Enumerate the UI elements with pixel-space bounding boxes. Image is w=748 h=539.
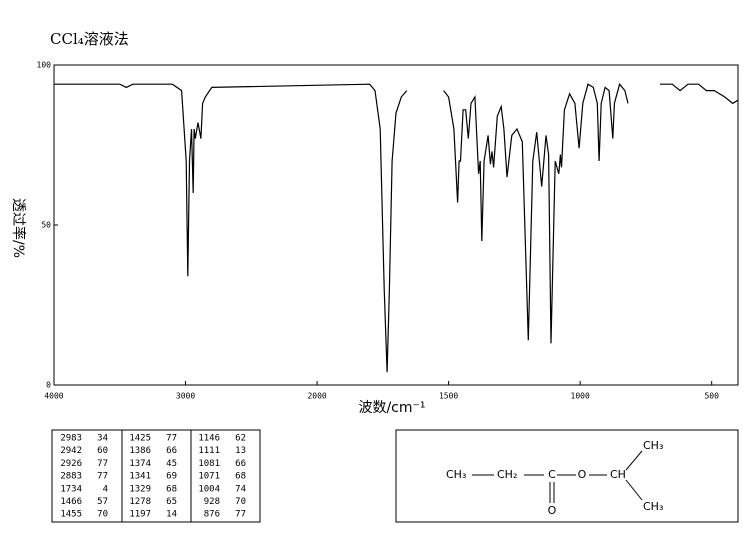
structure-bonds — [472, 450, 643, 503]
peak-wavenumber: 1455 — [60, 510, 82, 520]
atom-label: CH₃ — [446, 468, 466, 481]
y-tick-label: 0 — [46, 381, 51, 390]
peak-wavenumber: 1341 — [129, 472, 151, 482]
peak-wavenumber: 1071 — [198, 472, 220, 482]
atom-label: CH — [610, 468, 626, 481]
x-tick-label: 4000 — [44, 392, 63, 401]
peak-transmittance: 13 — [235, 446, 246, 456]
y-tick-label: 100 — [37, 61, 52, 70]
peak-table-frame — [51, 429, 261, 523]
atom-label: CH₂ — [497, 468, 517, 481]
peak-wavenumber: 1329 — [129, 484, 151, 494]
peak-wavenumber: 2883 — [60, 472, 82, 482]
atom-label: O — [548, 504, 557, 517]
peak-wavenumber: 1004 — [198, 484, 220, 494]
atom-label: C — [548, 468, 556, 481]
atom-label: O — [578, 468, 587, 481]
peak-wavenumber: 876 — [204, 510, 220, 520]
peak-wavenumber: 2942 — [60, 446, 82, 456]
peak-transmittance: 74 — [235, 484, 246, 494]
peak-transmittance: 70 — [235, 497, 246, 507]
y-axis-label: 透过率/% — [10, 198, 27, 258]
peak-transmittance: 68 — [235, 472, 246, 482]
peak-transmittance: 77 — [97, 459, 108, 469]
peak-wavenumber: 1466 — [60, 497, 82, 507]
peak-transmittance: 62 — [235, 434, 246, 444]
y-tick-label: 50 — [41, 221, 51, 230]
peak-transmittance: 60 — [97, 446, 108, 456]
peak-transmittance: 4 — [103, 484, 108, 494]
structure-frame — [395, 429, 739, 523]
x-tick-label: 500 — [704, 392, 719, 401]
x-axis-label: 波数/cm⁻¹ — [358, 400, 425, 416]
peak-wavenumber: 1197 — [129, 510, 151, 520]
chart-title: CCl₄溶液法 — [50, 30, 129, 48]
x-tick-label: 3000 — [176, 392, 195, 401]
x-tick-label: 1000 — [571, 392, 590, 401]
peak-transmittance: 57 — [97, 497, 108, 507]
peak-transmittance: 66 — [166, 446, 177, 456]
peak-transmittance: 66 — [235, 459, 246, 469]
atom-label: CH₃ — [643, 500, 663, 513]
peak-transmittance: 65 — [166, 497, 177, 507]
peak-wavenumber: 928 — [204, 497, 220, 507]
peak-wavenumber: 1425 — [129, 434, 151, 444]
spectrum-line — [54, 82, 739, 373]
peak-transmittance: 77 — [235, 510, 246, 520]
peak-wavenumber: 2926 — [60, 459, 82, 469]
peak-transmittance: 70 — [97, 510, 108, 520]
peak-wavenumber: 1374 — [129, 459, 151, 469]
x-tick-label: 1500 — [439, 392, 458, 401]
peak-transmittance: 45 — [166, 459, 177, 469]
peak-wavenumber: 1734 — [60, 484, 82, 494]
peak-transmittance: 14 — [166, 510, 177, 520]
x-tick-label: 2000 — [307, 392, 326, 401]
peak-transmittance: 77 — [97, 472, 108, 482]
peak-wavenumber: 1386 — [129, 446, 151, 456]
peak-wavenumber: 1081 — [198, 459, 220, 469]
peak-transmittance: 34 — [97, 434, 108, 444]
peak-transmittance: 69 — [166, 472, 177, 482]
peak-wavenumber: 1111 — [198, 446, 220, 456]
peak-transmittance: 77 — [166, 434, 177, 444]
peak-wavenumber: 1146 — [198, 434, 220, 444]
peak-transmittance: 68 — [166, 484, 177, 494]
atom-label: CH₃ — [643, 439, 663, 452]
peak-wavenumber: 2983 — [60, 434, 82, 444]
peak-wavenumber: 1278 — [129, 497, 151, 507]
